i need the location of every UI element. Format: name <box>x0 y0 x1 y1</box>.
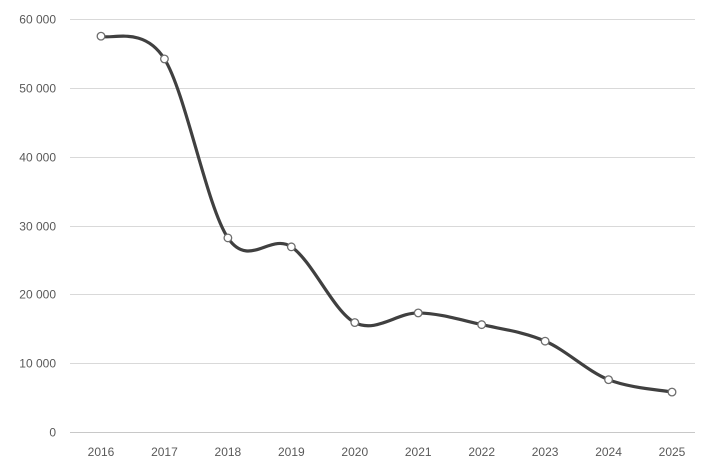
y-tick-label: 30 000 <box>19 220 56 234</box>
y-axis-tick-labels: 0 10 000 20 000 30 000 40 000 50 000 60 000 <box>19 13 56 440</box>
x-tick-label: 2022 <box>468 445 495 457</box>
data-point-markers <box>96 31 677 397</box>
data-point <box>286 242 296 252</box>
data-point <box>159 54 169 64</box>
data-point <box>350 318 360 328</box>
x-tick-label: 2016 <box>88 445 115 457</box>
data-point <box>667 387 677 397</box>
x-axis-tick-labels: 2016 2017 2018 2019 2020 2021 2022 2023 2024 2025 <box>88 445 686 457</box>
data-point <box>540 336 550 346</box>
data-point <box>223 233 233 243</box>
x-tick-label: 2021 <box>405 445 432 457</box>
data-point <box>604 375 614 385</box>
data-point <box>413 308 423 318</box>
y-tick-label: 60 000 <box>19 13 56 27</box>
x-tick-label: 2023 <box>532 445 559 457</box>
x-tick-label: 2025 <box>659 445 686 457</box>
y-tick-label: 10 000 <box>19 357 56 371</box>
y-tick-label: 50 000 <box>19 82 56 96</box>
x-tick-label: 2017 <box>151 445 178 457</box>
y-tick-label: 40 000 <box>19 151 56 165</box>
series-line <box>99 34 674 394</box>
data-point <box>477 320 487 330</box>
y-tick-label: 0 <box>49 426 56 440</box>
gridlines <box>70 19 695 433</box>
data-point <box>96 31 106 41</box>
y-tick-label: 20 000 <box>19 288 56 302</box>
x-tick-label: 2018 <box>215 445 242 457</box>
x-tick-label: 2024 <box>595 445 622 457</box>
x-tick-label: 2020 <box>341 445 368 457</box>
x-tick-label: 2019 <box>278 445 305 457</box>
